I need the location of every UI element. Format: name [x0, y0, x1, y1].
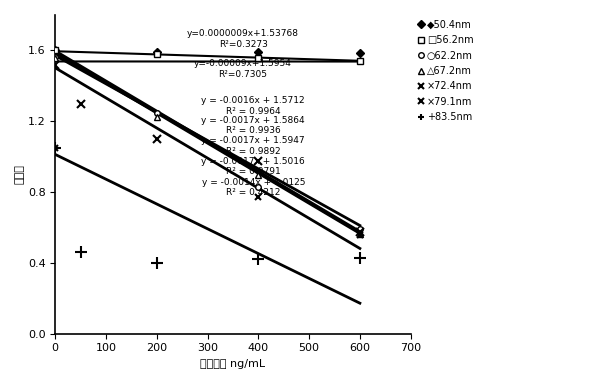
Legend: ◆50.4nm, □56.2nm, ○62.2nm, △67.2nm, ×72.4nm, ×79.1nm, +83.5nm: ◆50.4nm, □56.2nm, ○62.2nm, △67.2nm, ×72.…: [419, 20, 473, 122]
Text: y = -0.0016x + 1.5712
R² = 0.9964: y = -0.0016x + 1.5712 R² = 0.9964: [201, 96, 305, 116]
Text: y = -0.0014x + 1.0125
R² = 0.4212: y = -0.0014x + 1.0125 R² = 0.4212: [202, 178, 305, 197]
Text: y=0.0000009x+1.53768
R²=0.3273: y=0.0000009x+1.53768 R²=0.3273: [187, 29, 299, 48]
Y-axis label: 比浓度: 比浓度: [15, 164, 25, 184]
Text: y = -0.0017x + 1.5864
R² = 0.9936: y = -0.0017x + 1.5864 R² = 0.9936: [201, 116, 305, 135]
Text: y = -0.0017x + 1.5016
R² = 0.9791: y = -0.0017x + 1.5016 R² = 0.9791: [201, 157, 305, 176]
X-axis label: 标准浓度 ng/mL: 标准浓度 ng/mL: [201, 359, 266, 369]
Text: y=-0.00009x+1.5954
R²=0.7305: y=-0.00009x+1.5954 R²=0.7305: [194, 59, 292, 79]
Text: y = -0.0017x + 1.5947
R² = 0.9892: y = -0.0017x + 1.5947 R² = 0.9892: [201, 136, 305, 156]
